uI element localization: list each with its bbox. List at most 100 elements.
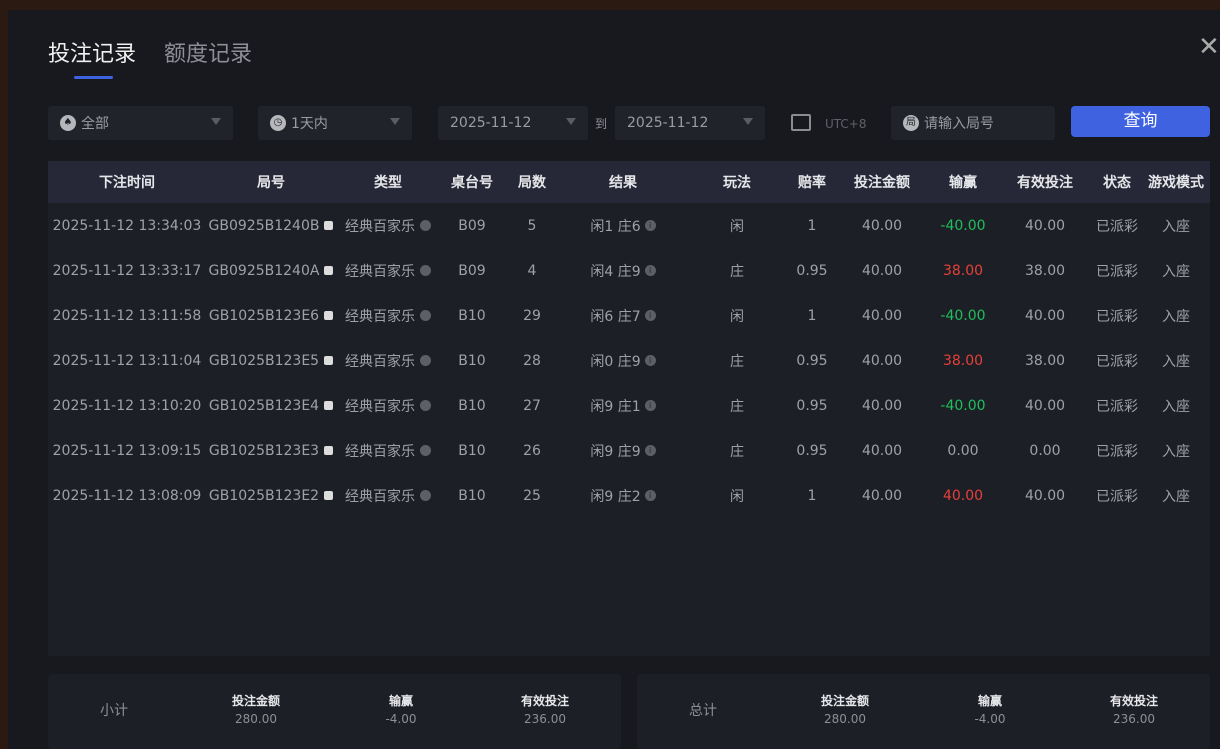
info-icon[interactable]: i — [644, 310, 656, 321]
cell-round-count: 28 — [504, 338, 560, 383]
cell-win-loss: 40.00 — [928, 473, 998, 518]
cell-valid-bet: 40.00 — [998, 473, 1092, 518]
round-count-value: 26 — [523, 442, 541, 459]
close-icon[interactable]: ✕ — [1198, 32, 1220, 62]
status-value: 已派彩 — [1096, 488, 1138, 505]
round-count-value: 28 — [523, 352, 541, 369]
cell-bet-amount: 40.00 — [836, 248, 928, 293]
total-label: 总计 — [689, 703, 717, 719]
game-type-icon — [420, 220, 431, 231]
copy-icon[interactable] — [324, 266, 334, 275]
table-row: 2025-11-12 13:34:03 GB0925B1240B 经典百家乐 B09 5… — [48, 203, 1210, 248]
subtotal-valid-value: 236.00 — [524, 712, 566, 726]
table-no-value: B09 — [458, 217, 486, 234]
bet-amount-value: 40.00 — [861, 307, 903, 324]
cell-result: 闲9 庄1 i — [560, 383, 686, 428]
table-no-value: B10 — [458, 487, 486, 504]
total-bet-value: 280.00 — [824, 712, 866, 726]
copy-icon[interactable] — [324, 221, 334, 230]
cell-odds: 1 — [788, 293, 836, 338]
date-from-select[interactable]: 2025-11-12 — [438, 106, 588, 140]
tab-bet-records[interactable]: 投注记录 — [48, 42, 137, 67]
cell-odds: 0.95 — [788, 338, 836, 383]
info-icon[interactable]: i — [644, 265, 656, 276]
cell-round-id: GB0925B1240B — [206, 203, 336, 248]
round-icon: 局 — [903, 115, 919, 131]
bet-type-value: 闲 — [730, 308, 744, 325]
date-from-value: 2025-11-12 — [450, 115, 532, 131]
bet-type-value: 庄 — [730, 443, 744, 460]
copy-icon[interactable] — [324, 491, 334, 500]
round-count-value: 25 — [523, 487, 541, 504]
game-type-icon — [420, 490, 431, 501]
round-number-input[interactable]: 局请输入局号 — [891, 106, 1055, 140]
info-icon[interactable]: i — [644, 445, 656, 456]
bet-amount-value: 40.00 — [861, 442, 903, 459]
valid-bet-value: 40.00 — [1024, 397, 1066, 414]
date-to-select[interactable]: 2025-11-12 — [615, 106, 765, 140]
valid-bet-value: 0.00 — [1029, 442, 1061, 459]
table-no-value: B09 — [458, 262, 486, 279]
cell-result: 闲0 庄9 i — [560, 338, 686, 383]
game-mode-value: 入座 — [1162, 218, 1190, 235]
subtotal-panel: 小计 投注金额 280.00 输赢 -4.00 有效投注 236.00 — [48, 674, 621, 749]
cell-table-no: B10 — [440, 293, 504, 338]
info-icon[interactable]: i — [644, 490, 656, 501]
win-loss-value: 40.00 — [942, 487, 984, 504]
period-filter-select[interactable]: ◷ 1天内 — [258, 106, 412, 140]
cell-round-id: GB1025B123E6 — [206, 293, 336, 338]
round-id-value: GB1025B123E6 — [208, 307, 320, 324]
cell-table-no: B09 — [440, 203, 504, 248]
copy-icon[interactable] — [324, 446, 334, 455]
game-filter-select[interactable]: ♠ 全部 — [48, 106, 233, 140]
cell-table-no: B09 — [440, 248, 504, 293]
result-value: 闲9 庄1 — [590, 398, 641, 415]
game-mode-value: 入座 — [1162, 443, 1190, 460]
timezone-label: UTC+8 — [825, 117, 867, 131]
win-loss-value: 38.00 — [942, 262, 984, 279]
result-value: 闲1 庄6 — [590, 218, 641, 235]
cell-game-type: 经典百家乐 — [336, 293, 440, 338]
cell-game-mode: 入座 — [1142, 248, 1210, 293]
win-loss-value: -40.00 — [940, 397, 986, 414]
odds-value: 0.95 — [796, 442, 828, 459]
cell-bet-type: 闲 — [686, 473, 788, 518]
bet-amount-value: 40.00 — [861, 487, 903, 504]
bet-type-value: 庄 — [730, 263, 744, 280]
chevron-down-icon — [211, 118, 221, 125]
subtotal-bet-value: 280.00 — [235, 712, 277, 726]
cell-status: 已派彩 — [1092, 203, 1142, 248]
copy-icon[interactable] — [324, 401, 334, 410]
cell-round-count: 29 — [504, 293, 560, 338]
copy-icon[interactable] — [324, 356, 334, 365]
cell-status: 已派彩 — [1092, 473, 1142, 518]
header-table-no: 桌台号 — [451, 175, 493, 191]
cell-odds: 1 — [788, 473, 836, 518]
header-bet-amount: 投注金额 — [854, 175, 910, 191]
round-id-value: GB0925B1240B — [208, 217, 320, 234]
cell-game-type: 经典百家乐 — [336, 473, 440, 518]
query-button[interactable]: 查询 — [1071, 106, 1210, 137]
game-type-value: 经典百家乐 — [345, 263, 415, 280]
cell-status: 已派彩 — [1092, 293, 1142, 338]
table-header: 下注时间 局号 类型 桌台号 局数 结果 玩法 赔率 投注金额 输赢 有效投注 状态 游戏模式 — [48, 161, 1210, 203]
bet-time-value: 2025-11-12 13:11:58 — [52, 307, 202, 324]
cell-bet-time: 2025-11-12 13:33:17 — [48, 248, 206, 293]
cell-odds: 0.95 — [788, 248, 836, 293]
copy-icon[interactable] — [324, 311, 334, 320]
info-icon[interactable]: i — [644, 400, 656, 411]
round-count-value: 5 — [527, 217, 537, 234]
subtotal-win-value: -4.00 — [385, 712, 417, 726]
info-icon[interactable]: i — [644, 220, 656, 231]
info-icon[interactable]: i — [644, 355, 656, 366]
odds-value: 0.95 — [796, 262, 828, 279]
total-win-value: -4.00 — [974, 712, 1006, 726]
tab-credit-records[interactable]: 额度记录 — [164, 42, 253, 67]
cell-odds: 0.95 — [788, 383, 836, 428]
game-type-value: 经典百家乐 — [345, 218, 415, 235]
valid-bet-value: 40.00 — [1024, 217, 1066, 234]
cell-round-count: 27 — [504, 383, 560, 428]
cell-round-count: 4 — [504, 248, 560, 293]
calendar-icon[interactable] — [791, 114, 811, 131]
table-row: 2025-11-12 13:08:09 GB1025B123E2 经典百家乐 B10 2… — [48, 473, 1210, 518]
